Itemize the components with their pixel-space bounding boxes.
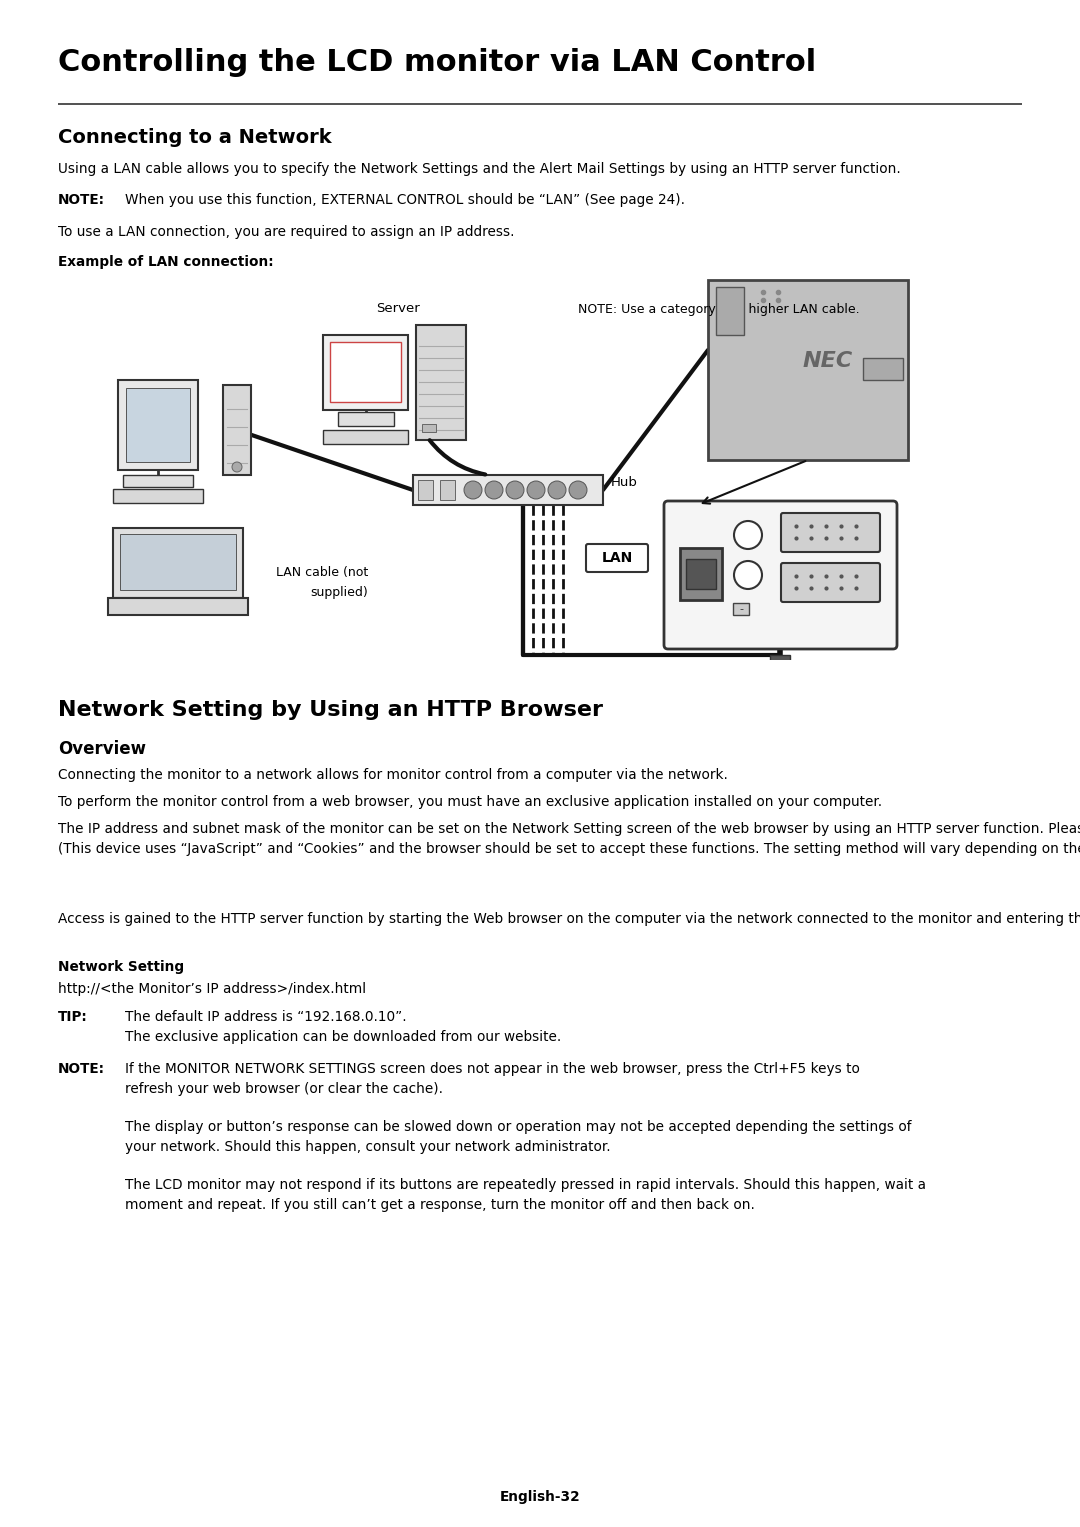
Bar [338, 412, 394, 426]
FancyBboxPatch shape [586, 544, 648, 573]
Circle shape [569, 481, 588, 499]
Text: The exclusive application can be downloaded from our website.: The exclusive application can be downloa… [125, 1031, 562, 1044]
Text: If the MONITOR NETWORK SETTINGS screen does not appear in the web browser, press: If the MONITOR NETWORK SETTINGS screen d… [125, 1061, 860, 1077]
Text: refresh your web browser (or clear the cache).: refresh your web browser (or clear the c… [125, 1083, 443, 1096]
Text: your network. Should this happen, consult your network administrator.: your network. Should this happen, consul… [125, 1141, 610, 1154]
Bar [323, 334, 408, 411]
Text: TIP:: TIP: [58, 1009, 87, 1025]
Bar [770, 655, 789, 667]
Text: To perform the monitor control from a web browser, you must have an exclusive ap: To perform the monitor control from a we… [58, 796, 882, 809]
Bar [418, 479, 433, 499]
Text: The IP address and subnet mask of the monitor can be set on the Network Setting : The IP address and subnet mask of the mo… [58, 822, 1080, 857]
Text: Using a LAN cable allows you to specify the Network Settings and the Alert Mail : Using a LAN cable allows you to specify … [58, 162, 901, 176]
Text: Network Setting by Using an HTTP Browser: Network Setting by Using an HTTP Browser [58, 699, 603, 721]
Bar [863, 357, 903, 380]
FancyBboxPatch shape [781, 563, 880, 602]
Bar [113, 489, 203, 502]
Text: Overview: Overview [58, 741, 146, 757]
Text: Access is gained to the HTTP server function by starting the Web browser on the : Access is gained to the HTTP server func… [58, 912, 1080, 925]
Text: English-32: English-32 [500, 1490, 580, 1504]
Text: moment and repeat. If you still can’t get a response, turn the monitor off and t: moment and repeat. If you still can’t ge… [125, 1199, 755, 1212]
Text: Hub: Hub [611, 475, 638, 489]
Text: When you use this function, EXTERNAL CONTROL should be “LAN” (See page 24).: When you use this function, EXTERNAL CON… [125, 192, 685, 208]
Text: Connecting the monitor to a network allows for monitor control from a computer v: Connecting the monitor to a network allo… [58, 768, 728, 782]
Bar [118, 380, 198, 470]
Circle shape [232, 463, 242, 472]
Text: Network Setting: Network Setting [58, 960, 184, 974]
Text: -: - [739, 605, 743, 614]
Text: Example of LAN connection:: Example of LAN connection: [58, 255, 273, 269]
Bar [330, 342, 401, 402]
Bar [686, 559, 716, 589]
Bar [120, 534, 237, 589]
Circle shape [507, 481, 524, 499]
Text: Server: Server [376, 302, 420, 315]
Text: NOTE: Use a category 5 or higher LAN cable.: NOTE: Use a category 5 or higher LAN cab… [578, 304, 860, 316]
Text: Controlling the LCD monitor via LAN Control: Controlling the LCD monitor via LAN Cont… [58, 47, 816, 76]
Bar [708, 279, 908, 460]
Bar [716, 287, 744, 334]
Text: The default IP address is “192.168.0.10”.: The default IP address is “192.168.0.10”… [125, 1009, 407, 1025]
FancyBboxPatch shape [781, 513, 880, 551]
Bar [413, 475, 603, 505]
Circle shape [527, 481, 545, 499]
Bar [222, 385, 251, 475]
Circle shape [485, 481, 503, 499]
Bar [126, 388, 190, 463]
Bar [323, 431, 408, 444]
Circle shape [734, 521, 762, 550]
Bar [422, 425, 436, 432]
Bar [733, 603, 750, 615]
Text: NOTE:: NOTE: [58, 1061, 105, 1077]
Bar [680, 548, 723, 600]
Text: Connecting to a Network: Connecting to a Network [58, 128, 332, 147]
Text: NOTE:: NOTE: [58, 192, 105, 208]
Bar [440, 479, 455, 499]
FancyBboxPatch shape [664, 501, 897, 649]
Circle shape [548, 481, 566, 499]
Text: To use a LAN connection, you are required to assign an IP address.: To use a LAN connection, you are require… [58, 224, 514, 240]
Text: http://<the Monitor’s IP address>/index.html: http://<the Monitor’s IP address>/index.… [58, 982, 366, 996]
Text: The LCD monitor may not respond if its buttons are repeatedly pressed in rapid i: The LCD monitor may not respond if its b… [125, 1177, 926, 1193]
Text: The display or button’s response can be slowed down or operation may not be acce: The display or button’s response can be … [125, 1119, 912, 1135]
Bar [416, 325, 465, 440]
Circle shape [734, 560, 762, 589]
Bar [108, 599, 248, 615]
Text: NEC: NEC [802, 351, 853, 371]
Bar [113, 528, 243, 599]
Text: supplied): supplied) [310, 585, 368, 599]
Text: LAN cable (not: LAN cable (not [275, 565, 368, 579]
Bar [123, 475, 193, 487]
Text: LAN: LAN [602, 551, 633, 565]
Circle shape [464, 481, 482, 499]
